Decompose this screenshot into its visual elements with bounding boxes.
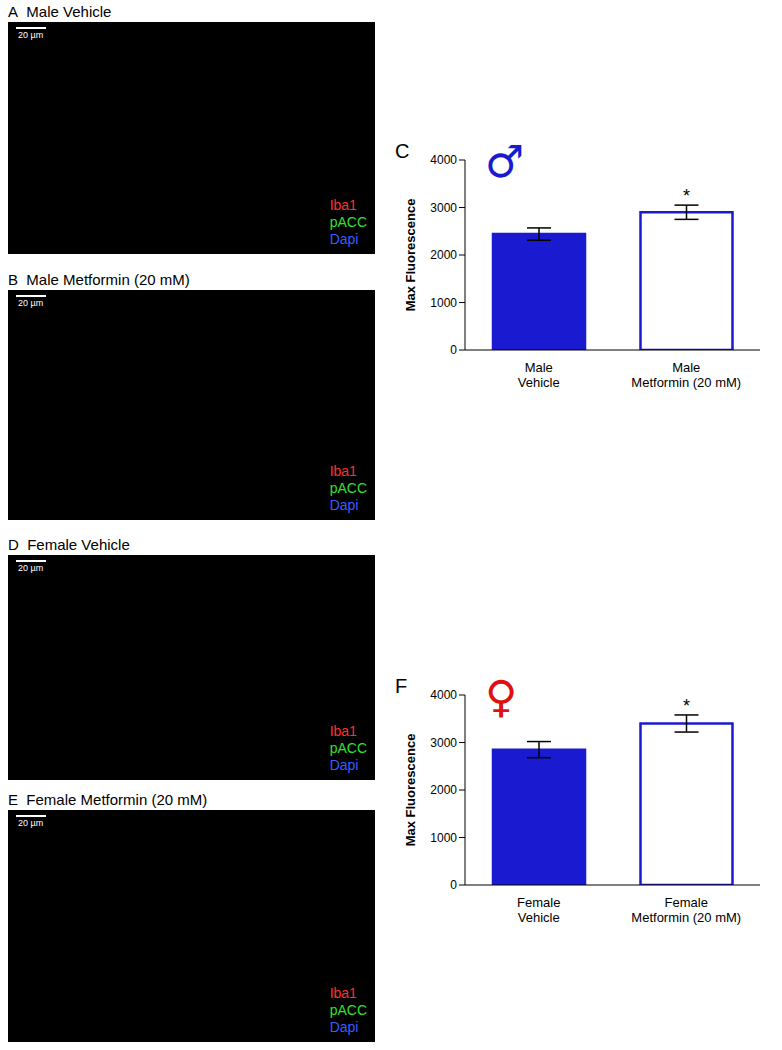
html-text:F: F <box>395 675 408 697</box>
html-text:20 µm: 20 µm <box>18 818 44 828</box>
svg-text:FemaleMetformin (20 mM): FemaleMetformin (20 mM) <box>631 895 741 925</box>
svg-text:MaleVehicle: MaleVehicle <box>518 360 560 390</box>
html-text:Dapi: Dapi <box>329 1019 359 1035</box>
html-text:Iba1: Iba1 <box>329 985 357 1001</box>
html-text:E: E <box>8 791 18 808</box>
svg-text:0: 0 <box>450 878 457 892</box>
html-text:A: A <box>8 3 18 20</box>
html-text:B: B <box>8 271 18 288</box>
svg-text:MaleMetformin (20 mM): MaleMetformin (20 mM) <box>631 360 741 390</box>
html-text:Male Metformin (20 mM): Male Metformin (20 mM) <box>26 271 190 288</box>
svg-text:FemaleVehicle: FemaleVehicle <box>517 895 560 925</box>
html-text:Dapi: Dapi <box>329 497 359 513</box>
svg-text:4000: 4000 <box>430 153 457 167</box>
svg-text:Max Fluorescence: Max Fluorescence <box>403 734 418 847</box>
html-text:Iba1: Iba1 <box>329 723 357 739</box>
html-text:C: C <box>395 140 410 162</box>
html-text:Dapi: Dapi <box>329 757 359 773</box>
html-text:20 µm: 20 µm <box>18 30 44 40</box>
html-text:Iba1: Iba1 <box>329 197 357 213</box>
html-text:D: D <box>8 536 19 553</box>
svg-text:3000: 3000 <box>430 736 457 750</box>
html-text:Dapi: Dapi <box>329 231 359 247</box>
html-text:pACC: pACC <box>329 480 367 496</box>
html-text:pACC: pACC <box>329 214 367 230</box>
html-text:pACC: pACC <box>329 740 367 756</box>
html-text:Female Metformin (20 mM): Female Metformin (20 mM) <box>26 791 208 808</box>
html-text:Female Vehicle: Female Vehicle <box>27 536 130 553</box>
html-text:Iba1: Iba1 <box>329 463 357 479</box>
svg-text:1000: 1000 <box>430 831 457 845</box>
html-text:Male Vehicle: Male Vehicle <box>26 3 112 20</box>
svg-text:3000: 3000 <box>430 201 457 215</box>
svg-text:0: 0 <box>450 343 457 357</box>
html-text:pACC: pACC <box>329 1002 367 1018</box>
svg-text:4000: 4000 <box>430 688 457 702</box>
svg-text:1000: 1000 <box>430 296 457 310</box>
html-text:20 µm: 20 µm <box>18 563 44 573</box>
svg-text:*: * <box>683 186 690 206</box>
svg-text:2000: 2000 <box>430 783 457 797</box>
svg-text:*: * <box>683 696 690 716</box>
svg-text:Max Fluorescence: Max Fluorescence <box>403 199 418 312</box>
svg-text:2000: 2000 <box>430 248 457 262</box>
html-text:20 µm: 20 µm <box>18 298 44 308</box>
